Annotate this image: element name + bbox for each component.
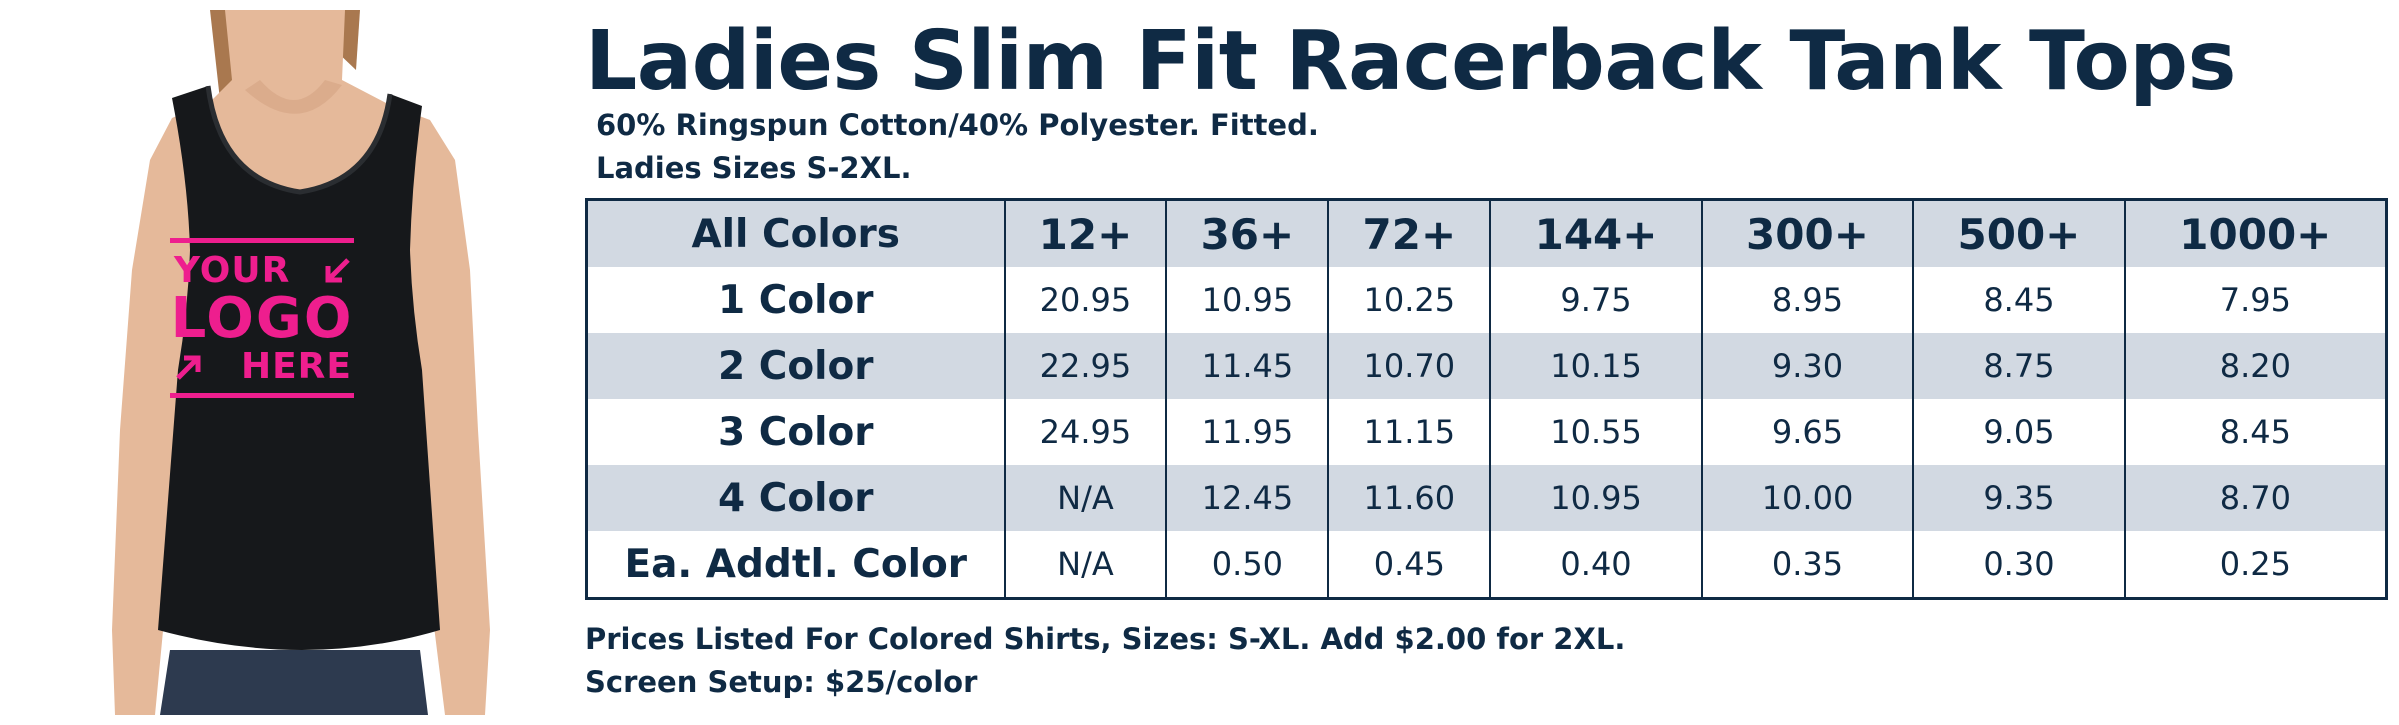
- price-cell: 9.05: [1912, 399, 2125, 465]
- qty-column-header: 1000+: [2123, 199, 2387, 267]
- logo-word-here: HERE: [240, 346, 352, 387]
- your-logo-here-graphic: YOUR LOGO HERE: [170, 238, 354, 398]
- table-row: 2 Color 22.95 11.45 10.70 10.15 9.30 8.7…: [586, 333, 2387, 399]
- price-cell: 9.65: [1700, 399, 1914, 465]
- price-cell: 8.45: [2123, 399, 2387, 465]
- table-row: Ea. Addtl. Color N/A 0.50 0.45 0.40 0.35…: [587, 531, 2387, 599]
- price-cell: 9.35: [1912, 465, 2125, 531]
- price-cell: 10.95: [1489, 465, 1702, 531]
- price-table: All Colors 12+ 36+ 72+ 144+ 300+ 500+ 10…: [585, 198, 2388, 600]
- price-cell: 10.25: [1327, 267, 1491, 333]
- page-title: Ladies Slim Fit Racerback Tank Tops: [585, 14, 2236, 109]
- qty-column-header: 144+: [1489, 199, 1702, 267]
- price-cell: 8.95: [1700, 267, 1914, 333]
- arrow-up-right-icon: [176, 355, 201, 380]
- price-cell: 7.95: [2123, 267, 2387, 333]
- pricing-note: Prices Listed For Colored Shirts, Sizes:…: [585, 622, 1626, 656]
- product-photo: [60, 10, 540, 715]
- price-cell: 8.75: [1912, 333, 2125, 399]
- price-cell: 11.15: [1327, 399, 1491, 465]
- price-cell: 0.45: [1327, 531, 1491, 599]
- price-cell: 10.15: [1489, 333, 1702, 399]
- table-row: 1 Color 20.95 10.95 10.25 9.75 8.95 8.45…: [587, 267, 2387, 333]
- qty-column-header: 300+: [1700, 199, 1914, 267]
- qty-column-header: 36+: [1165, 199, 1329, 267]
- table-header-row: All Colors 12+ 36+ 72+ 144+ 300+ 500+ 10…: [586, 199, 2387, 267]
- price-cell: 10.55: [1489, 399, 1702, 465]
- price-cell: 0.40: [1489, 531, 1702, 599]
- price-cell: N/A: [1003, 465, 1167, 531]
- price-cell: 11.60: [1327, 465, 1491, 531]
- qty-column-header: 72+: [1327, 199, 1491, 267]
- row-label: 4 Color: [586, 465, 1005, 531]
- price-cell: 0.35: [1700, 531, 1914, 599]
- row-label: 1 Color: [717, 277, 874, 323]
- logo-bottom-rule: [170, 393, 354, 398]
- logo-word-logo: LOGO: [170, 286, 354, 351]
- logo-word-your: YOUR: [174, 250, 291, 291]
- price-cell: 10.70: [1327, 333, 1491, 399]
- logo-top-rule: [170, 238, 354, 243]
- screen-setup-note: Screen Setup: $25/color: [585, 665, 978, 699]
- tank-top-model-illustration: [112, 10, 490, 715]
- price-cell: 20.95: [1003, 267, 1167, 333]
- price-cell: 8.45: [1912, 267, 2125, 333]
- table-row: 4 Color N/A 12.45 11.60 10.95 10.00 9.35…: [586, 465, 2387, 531]
- row-label: 3 Color: [717, 409, 874, 455]
- price-cell: 22.95: [1003, 333, 1167, 399]
- table-row: 3 Color 24.95 11.95 11.15 10.55 9.65 9.0…: [587, 399, 2387, 465]
- price-cell: 9.75: [1489, 267, 1702, 333]
- price-cell: 11.45: [1165, 333, 1329, 399]
- fabric-description: 60% Ringspun Cotton/40% Polyester. Fitte…: [596, 108, 1319, 142]
- price-cell: 8.20: [2123, 333, 2387, 399]
- qty-column-header: 12+: [1003, 199, 1167, 267]
- price-cell: 0.50: [1165, 531, 1329, 599]
- corner-label: All Colors: [586, 199, 1005, 267]
- price-cell: N/A: [1003, 531, 1167, 599]
- price-cell: 24.95: [1003, 399, 1167, 465]
- size-range: Ladies Sizes S-2XL.: [596, 151, 912, 185]
- price-cell: 0.25: [2123, 531, 2387, 599]
- price-cell: 10.00: [1700, 465, 1914, 531]
- price-cell: 11.95: [1165, 399, 1329, 465]
- price-cell: 12.45: [1165, 465, 1329, 531]
- arrow-down-left-icon: [325, 258, 350, 283]
- qty-column-header: 500+: [1912, 199, 2125, 267]
- price-cell: 10.95: [1165, 267, 1329, 333]
- price-cell: 8.70: [2123, 465, 2387, 531]
- row-label: 2 Color: [586, 333, 1005, 399]
- price-cell: 9.30: [1700, 333, 1914, 399]
- price-cell: 0.30: [1912, 531, 2125, 599]
- row-label: Ea. Addtl. Color: [624, 541, 968, 587]
